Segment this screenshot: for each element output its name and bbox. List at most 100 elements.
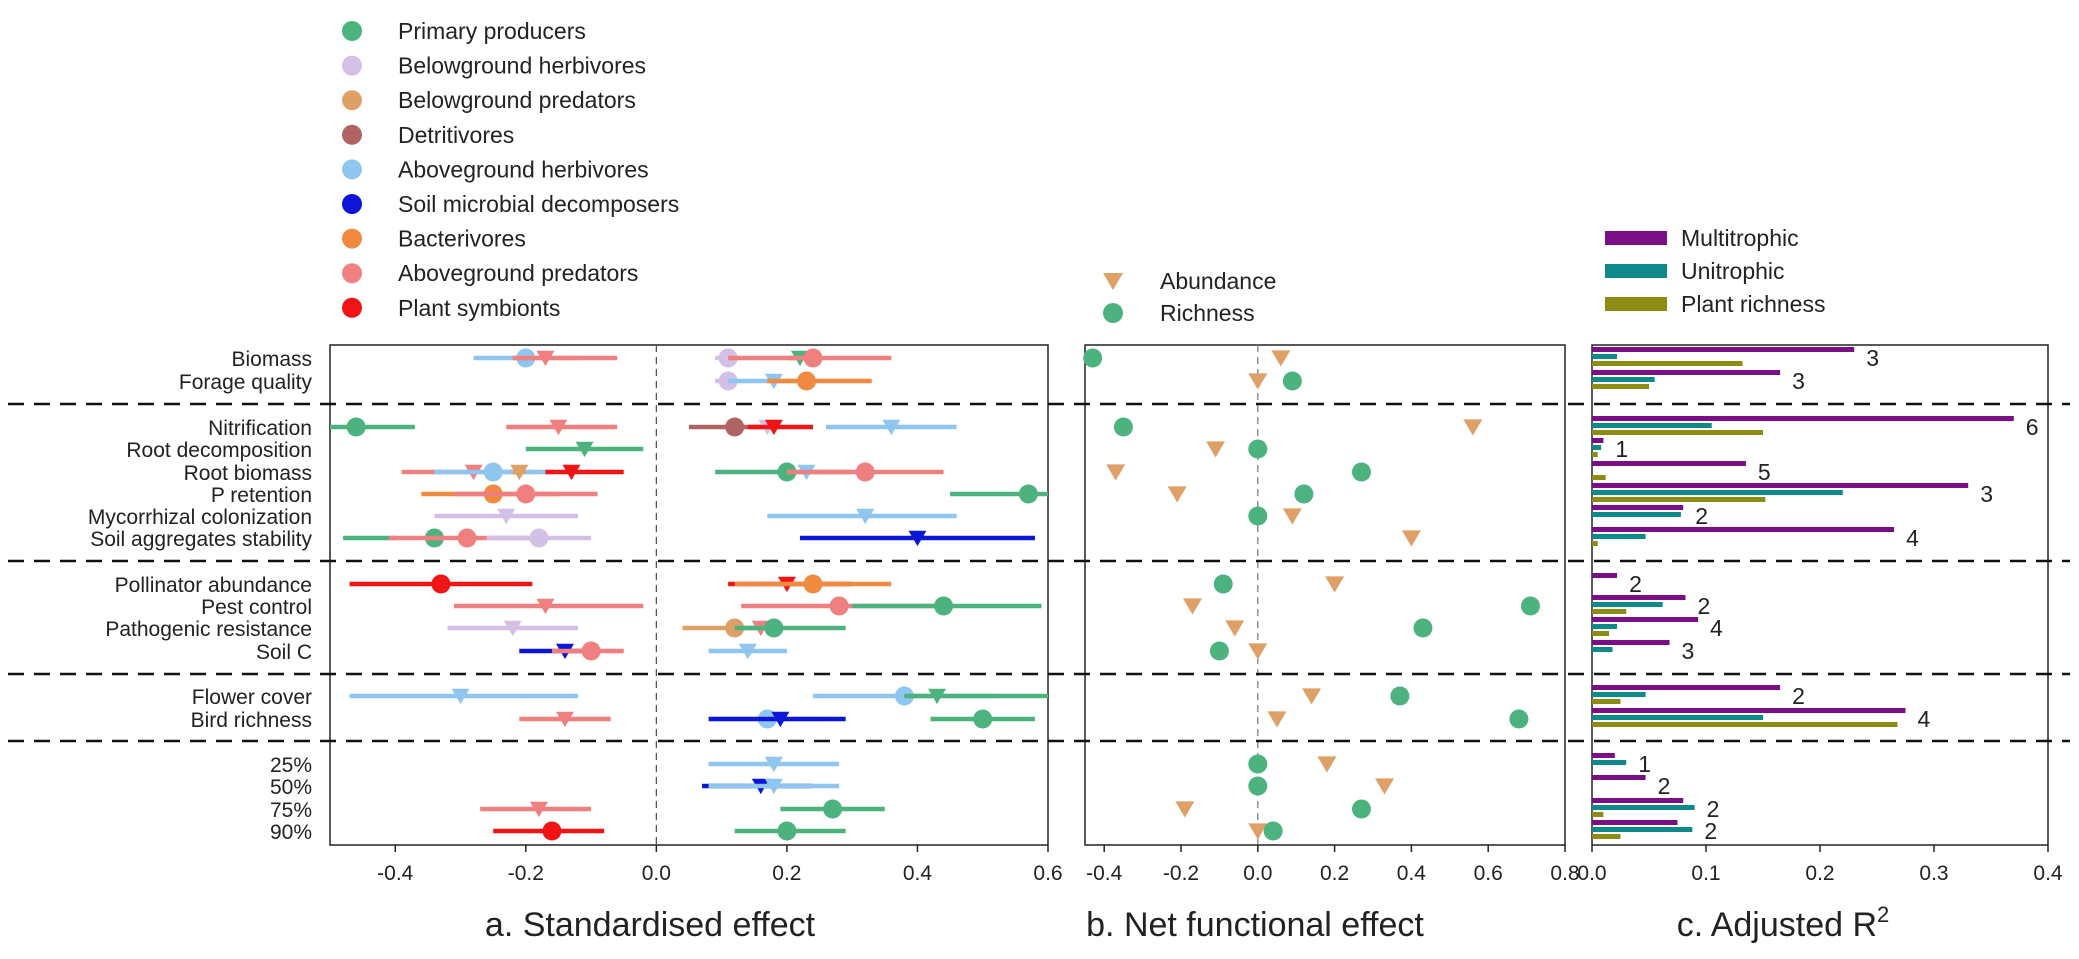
point-triangle-aboveground-herbivores: [856, 508, 875, 525]
bar-unitrophic: [1592, 647, 1613, 652]
row-label-pest-control: Pest control: [201, 596, 312, 619]
bar-group-count-label: 6: [2026, 414, 2039, 440]
panel-b-tick-label: 0.2: [1320, 862, 1349, 885]
panel-b-tick-label: -0.4: [1086, 862, 1123, 885]
legend-label-abundance: Abundance: [1160, 268, 1276, 294]
point-triangle-aboveground-herbivores: [882, 419, 901, 436]
bar-unitrophic: [1592, 827, 1693, 832]
bar-group-count-label: 3: [1980, 481, 1993, 507]
panel-b-frame: [1084, 344, 1566, 846]
legend-swatch-plant-richness: [1605, 297, 1667, 311]
bar-multitrophic: [1592, 527, 1895, 532]
point-circle-aboveground-predators: [803, 348, 823, 368]
bar-group-count-label: 3: [1682, 638, 1695, 664]
bar-multitrophic: [1592, 483, 1969, 488]
point-circle-primary-producers: [823, 799, 843, 819]
panel-c-tick-label: 0.0: [1577, 862, 1606, 885]
row-label-75: 75%: [270, 799, 312, 822]
row-label-90: 90%: [270, 821, 312, 844]
point-triangle-aboveground-herbivores: [764, 756, 783, 773]
panel-c-xlabel-text: c. Adjusted R: [1677, 906, 1877, 944]
point-abundance: [1106, 464, 1126, 481]
point-richness: [1248, 439, 1268, 459]
point-richness: [1209, 641, 1229, 661]
panel-a-xlabel: a. Standardised effect: [485, 906, 816, 944]
point-circle-primary-producers: [1018, 484, 1038, 504]
point-triangle-aboveground-predators: [536, 598, 555, 615]
row-label-biomass: Biomass: [231, 348, 312, 371]
bar-unitrophic: [1592, 423, 1712, 428]
bar-plant-richness: [1592, 722, 1898, 727]
bar-multitrophic: [1592, 416, 2014, 421]
row-label-25: 25%: [270, 754, 312, 777]
point-triangle-aboveground-herbivores: [451, 688, 470, 705]
bar-plant-richness: [1592, 834, 1621, 839]
bar-unitrophic: [1592, 715, 1763, 720]
point-circle-bacterivores: [796, 371, 816, 391]
panel-b-tick-label: 0.6: [1474, 862, 1503, 885]
bar-group-count-label: 4: [1710, 615, 1723, 641]
bar-group-count-label: 2: [1792, 683, 1805, 709]
row-label-pathogenic-resistance: Pathogenic resistance: [105, 618, 312, 641]
bar-group-count-label: 2: [1707, 796, 1720, 822]
bar-multitrophic: [1592, 438, 1604, 443]
legend-marker-belowground-herbivores: [342, 55, 362, 76]
legend-marker-soil-microbial-decomposers: [342, 194, 362, 214]
bar-multitrophic: [1592, 505, 1684, 510]
point-circle-primary-producers: [346, 417, 366, 437]
legend-marker-aboveground-predators: [342, 263, 362, 284]
bar-group-count-label: 3: [1866, 345, 1879, 371]
bar-multitrophic: [1592, 775, 1646, 780]
row-label-flower-cover: Flower cover: [192, 686, 312, 709]
point-triangle-aboveground-herbivores: [738, 643, 757, 660]
point-triangle-aboveground-predators: [555, 711, 574, 728]
point-abundance: [1401, 530, 1421, 547]
bar-multitrophic: [1592, 573, 1618, 578]
point-circle-detritivores: [725, 417, 745, 437]
point-triangle-soil-microbial-decomposers: [908, 530, 927, 547]
legend-marker-bacterivores: [342, 228, 362, 249]
row-label-soil-c: Soil C: [256, 641, 312, 664]
legend-marker-detritivores: [342, 124, 362, 145]
bar-multitrophic: [1592, 370, 1781, 375]
panel-c-xlabel: c. Adjusted R2: [1677, 902, 1890, 944]
row-label-pollinator-abundance: Pollinator abundance: [115, 574, 312, 597]
bar-group-count-label: 5: [1758, 459, 1771, 485]
row-label-nitrification: Nitrification: [208, 417, 312, 440]
point-abundance: [1271, 350, 1291, 367]
bar-plant-richness: [1592, 609, 1627, 614]
legend-marker-abundance: [1103, 273, 1123, 290]
legend-label-plant-richness: Plant richness: [1681, 291, 1825, 317]
point-circle-primary-producers: [934, 596, 954, 616]
point-circle-aboveground-predators: [855, 462, 875, 482]
point-circle-aboveground-herbivores: [483, 462, 503, 482]
panel-c-tick-label: 0.2: [1805, 862, 1834, 885]
point-circle-aboveground-predators: [457, 528, 477, 548]
row-label-root-decomposition: Root decomposition: [126, 439, 312, 462]
point-triangle-aboveground-predators: [549, 419, 568, 436]
point-triangle-belowground-herbivores: [497, 508, 516, 525]
point-circle-belowground-herbivores: [529, 528, 549, 548]
legend-label-soil-microbial-decomposers: Soil microbial decomposers: [398, 191, 679, 217]
point-richness: [1351, 799, 1371, 819]
bar-unitrophic: [1592, 602, 1663, 607]
row-label-50: 50%: [270, 776, 312, 799]
panel-b-xlabel: b. Net functional effect: [1086, 906, 1424, 944]
point-richness: [1282, 371, 1302, 391]
point-abundance: [1248, 823, 1268, 840]
bar-multitrophic: [1592, 640, 1670, 645]
legend-marker-primary-producers: [342, 21, 362, 41]
section-separators: [8, 402, 2070, 743]
bar-unitrophic: [1592, 490, 1843, 495]
point-triangle-soil-microbial-decomposers: [771, 711, 790, 728]
point-richness: [1413, 618, 1433, 638]
bar-multitrophic: [1592, 461, 1746, 466]
bar-group-count-label: 3: [1792, 368, 1805, 394]
bar-unitrophic: [1592, 534, 1646, 539]
legend-marker-plant-symbionts: [342, 297, 362, 318]
bar-group-count-label: 2: [1697, 593, 1710, 619]
point-circle-aboveground-predators: [581, 641, 601, 661]
bar-plant-richness: [1592, 541, 1598, 546]
